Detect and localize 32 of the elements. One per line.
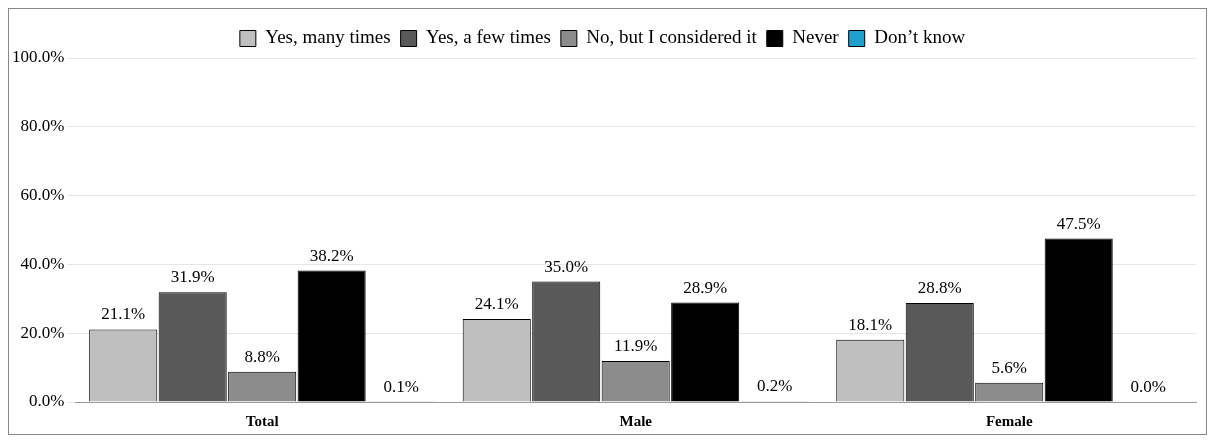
bar	[297, 270, 366, 402]
y-tick-label: 20.0%	[20, 322, 65, 342]
text: 38.2%	[309, 245, 354, 265]
text: 35.0%	[544, 256, 589, 276]
text: 8.8%	[244, 346, 280, 366]
y-tick-label: 40.0%	[20, 253, 65, 273]
x-tick-label: Female	[985, 412, 1033, 429]
text: 24.1%	[474, 294, 519, 314]
text: 0.1%	[383, 376, 419, 396]
text: 0.0%	[1130, 376, 1166, 396]
x-tick-label: Total	[245, 412, 279, 429]
bar	[671, 302, 740, 402]
text: 0.2%	[756, 376, 793, 396]
text: 47.5%	[1056, 213, 1101, 233]
text: 31.9%	[170, 267, 215, 287]
text: 11.9%	[614, 336, 658, 356]
legend-label: Yes, many times	[265, 26, 391, 48]
y-tick-label: 100.0%	[11, 47, 65, 67]
legend-label: Yes, a few times	[426, 26, 551, 48]
bar	[1044, 238, 1113, 402]
y-tick-label: 60.0%	[20, 185, 65, 205]
text: 21.1%	[101, 304, 146, 324]
y-tick-label: 80.0%	[20, 116, 65, 136]
x-tick-label: Male	[619, 412, 653, 429]
text: 5.6%	[991, 357, 1027, 377]
text: 18.1%	[848, 314, 893, 334]
legend-label: No, but I considered it	[586, 26, 758, 48]
legend-label: Never	[792, 26, 840, 48]
legend-label: Don’t know	[874, 26, 966, 48]
text: 28.9%	[683, 277, 728, 297]
text: 28.8%	[917, 277, 962, 297]
y-tick-label: 0.0%	[28, 391, 65, 411]
